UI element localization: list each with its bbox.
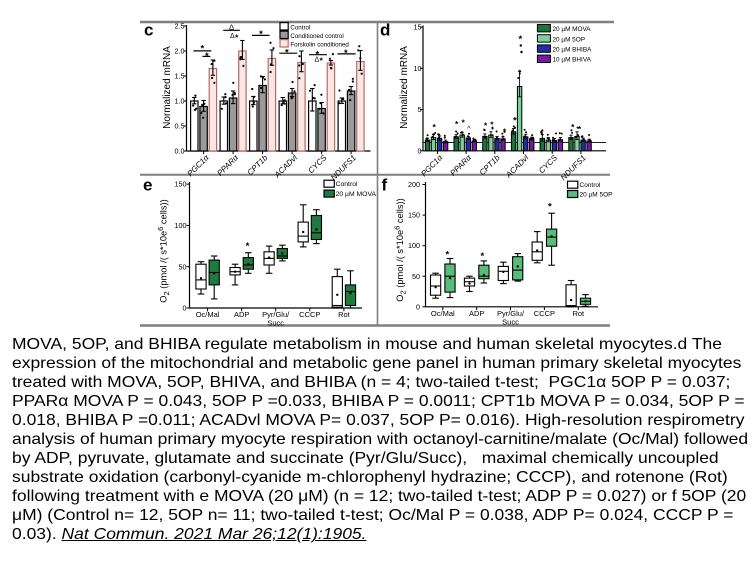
- svg-text:^: ^: [467, 124, 471, 133]
- svg-text:20 µM MOVA: 20 µM MOVA: [336, 191, 377, 198]
- svg-text:*: *: [246, 241, 250, 252]
- svg-text:0: 0: [416, 302, 420, 311]
- svg-text:50: 50: [412, 272, 420, 281]
- svg-text:100: 100: [175, 221, 187, 230]
- svg-text:ACADvl: ACADvl: [272, 153, 299, 180]
- svg-text:20 µM 5OP: 20 µM 5OP: [580, 192, 613, 199]
- svg-text:Δ: Δ: [314, 56, 319, 63]
- svg-text:CYCS: CYCS: [537, 153, 560, 176]
- svg-text:0.0: 0.0: [175, 147, 185, 156]
- svg-text:NDUFS1: NDUFS1: [329, 153, 358, 182]
- svg-text:*: *: [548, 202, 552, 213]
- svg-text:Rot: Rot: [338, 310, 351, 319]
- svg-text:20 µM MOVA: 20 µM MOVA: [553, 26, 592, 33]
- svg-text:50: 50: [179, 262, 187, 271]
- svg-text:0.5: 0.5: [175, 122, 185, 131]
- svg-text:*: *: [201, 44, 205, 55]
- svg-text:10 µM BHIVA: 10 µM BHIVA: [553, 57, 592, 64]
- svg-text:20 µM BHIBA: 20 µM BHIBA: [553, 47, 593, 54]
- svg-text:200: 200: [408, 180, 420, 189]
- svg-text:*: *: [503, 126, 507, 136]
- svg-text:O2 (pmol /( s*10e6 cells)): O2 (pmol /( s*10e6 cells)): [156, 199, 171, 302]
- svg-text:*: *: [319, 56, 323, 66]
- svg-text:CPT1b: CPT1b: [478, 153, 502, 177]
- svg-text:*: *: [455, 119, 459, 129]
- svg-text:Normalized mRNA: Normalized mRNA: [162, 46, 173, 129]
- svg-text:CCCP: CCCP: [299, 310, 320, 319]
- svg-text:15: 15: [414, 23, 422, 32]
- svg-text:Pyr/Glu/: Pyr/Glu/: [262, 310, 290, 319]
- svg-text:Control: Control: [290, 24, 310, 31]
- svg-text:*: *: [578, 124, 582, 134]
- svg-text:Succ: Succ: [502, 317, 519, 326]
- svg-text:CPT1b: CPT1b: [246, 153, 270, 177]
- svg-text:*: *: [235, 32, 239, 42]
- svg-text:Forskolin conditioned: Forskolin conditioned: [290, 41, 349, 48]
- svg-text:*: *: [484, 120, 488, 130]
- svg-text:ACADvl: ACADvl: [504, 153, 531, 180]
- svg-text:ADP: ADP: [469, 309, 484, 318]
- svg-text:f: f: [382, 176, 388, 195]
- svg-text:Control: Control: [580, 182, 602, 189]
- svg-text:O2 (pmol /( s*10e6 cells)): O2 (pmol /( s*10e6 cells)): [393, 198, 408, 301]
- svg-text:5: 5: [418, 105, 422, 114]
- svg-text:CCCP: CCCP: [534, 309, 555, 318]
- svg-text:*: *: [513, 115, 517, 126]
- svg-text:*: *: [446, 250, 450, 261]
- svg-text:Pyr/Glu/: Pyr/Glu/: [497, 309, 525, 318]
- svg-text:100: 100: [408, 241, 420, 250]
- svg-text:150: 150: [408, 211, 420, 220]
- svg-text:*: *: [259, 29, 263, 40]
- svg-text:ADP: ADP: [234, 310, 249, 319]
- svg-text:2.5: 2.5: [175, 22, 185, 31]
- svg-text:Rot: Rot: [572, 309, 585, 318]
- svg-text:Oc/Mal: Oc/Mal: [196, 310, 220, 319]
- svg-text:20 µM 5OP: 20 µM 5OP: [553, 36, 585, 43]
- svg-text:150: 150: [175, 180, 187, 189]
- svg-text:e: e: [143, 176, 152, 195]
- svg-text:0: 0: [183, 304, 187, 313]
- svg-text:Control: Control: [336, 181, 358, 188]
- svg-text:Succ: Succ: [267, 318, 284, 327]
- svg-text:0: 0: [418, 146, 422, 155]
- svg-text:*: *: [540, 128, 544, 138]
- svg-text:Conditioned control: Conditioned control: [290, 33, 343, 40]
- svg-text:2.0: 2.0: [175, 47, 185, 56]
- svg-text:c: c: [144, 21, 153, 40]
- svg-text:*: *: [490, 120, 494, 130]
- svg-text:*: *: [462, 118, 466, 128]
- svg-text:*: *: [432, 122, 436, 132]
- svg-text:*: *: [480, 251, 484, 262]
- svg-text:Normalized mRNA: Normalized mRNA: [399, 46, 410, 129]
- svg-text:1.5: 1.5: [175, 72, 185, 81]
- svg-text:1.0: 1.0: [175, 97, 185, 106]
- svg-text:Δ: Δ: [230, 33, 235, 40]
- svg-text:10: 10: [414, 64, 422, 73]
- svg-text:*: *: [571, 122, 575, 132]
- svg-text:Δ: Δ: [229, 23, 234, 32]
- svg-text:NDUFS1: NDUFS1: [559, 153, 588, 182]
- svg-text:CYCS: CYCS: [306, 153, 329, 176]
- svg-text:d: d: [380, 21, 390, 40]
- svg-text:Oc/Mal: Oc/Mal: [431, 309, 455, 318]
- svg-text:*: *: [518, 34, 522, 45]
